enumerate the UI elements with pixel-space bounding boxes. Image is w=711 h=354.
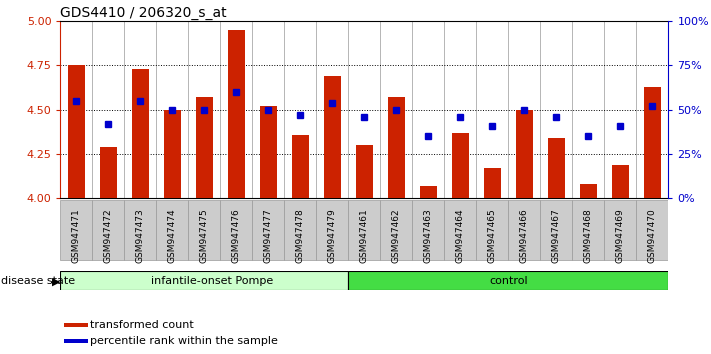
Bar xyxy=(124,200,156,260)
Bar xyxy=(164,110,181,198)
Bar xyxy=(156,200,188,260)
Text: GSM947463: GSM947463 xyxy=(424,209,433,263)
Text: GSM947473: GSM947473 xyxy=(136,209,145,263)
Bar xyxy=(412,200,444,260)
Bar xyxy=(64,339,88,343)
Bar xyxy=(515,110,533,198)
Text: GSM947468: GSM947468 xyxy=(584,209,593,263)
Bar xyxy=(604,200,636,260)
Bar xyxy=(579,184,597,198)
Bar xyxy=(419,186,437,198)
Bar xyxy=(132,69,149,198)
Bar xyxy=(68,65,85,198)
Bar xyxy=(476,200,508,260)
Bar xyxy=(356,145,373,198)
Text: GSM947471: GSM947471 xyxy=(72,209,81,263)
Bar xyxy=(348,200,380,260)
Text: GSM947469: GSM947469 xyxy=(616,209,625,263)
Text: GSM947476: GSM947476 xyxy=(232,209,241,263)
Bar xyxy=(380,200,412,260)
Bar xyxy=(540,200,572,260)
Text: disease state: disease state xyxy=(1,276,75,286)
Bar xyxy=(547,138,565,198)
Text: GSM947478: GSM947478 xyxy=(296,209,305,263)
Text: GSM947470: GSM947470 xyxy=(648,209,657,263)
Text: GDS4410 / 206320_s_at: GDS4410 / 206320_s_at xyxy=(60,6,227,20)
Bar xyxy=(324,76,341,198)
Text: GSM947475: GSM947475 xyxy=(200,209,209,263)
Bar xyxy=(572,200,604,260)
Bar xyxy=(387,97,405,198)
Text: GSM947479: GSM947479 xyxy=(328,209,337,263)
Bar xyxy=(508,200,540,260)
Bar xyxy=(483,168,501,198)
Bar xyxy=(348,271,668,290)
Bar xyxy=(64,323,88,327)
Text: GSM947462: GSM947462 xyxy=(392,209,401,263)
Text: GSM947466: GSM947466 xyxy=(520,209,529,263)
Bar xyxy=(611,165,629,198)
Bar xyxy=(228,30,245,198)
Text: control: control xyxy=(489,275,528,286)
Text: GSM947465: GSM947465 xyxy=(488,209,497,263)
Bar xyxy=(60,271,348,290)
Bar xyxy=(316,200,348,260)
Bar xyxy=(292,135,309,198)
Text: percentile rank within the sample: percentile rank within the sample xyxy=(90,336,278,346)
Text: GSM947472: GSM947472 xyxy=(104,209,113,263)
Bar xyxy=(252,200,284,260)
Bar xyxy=(188,200,220,260)
Bar xyxy=(260,106,277,198)
Bar xyxy=(643,87,661,198)
Text: transformed count: transformed count xyxy=(90,320,194,330)
Bar xyxy=(100,147,117,198)
Text: infantile-onset Pompe: infantile-onset Pompe xyxy=(151,275,274,286)
Bar xyxy=(196,97,213,198)
Text: GSM947464: GSM947464 xyxy=(456,209,465,263)
Text: GSM947474: GSM947474 xyxy=(168,209,177,263)
Text: GSM947461: GSM947461 xyxy=(360,209,369,263)
Bar xyxy=(451,133,469,198)
Text: GSM947467: GSM947467 xyxy=(552,209,561,263)
Text: GSM947477: GSM947477 xyxy=(264,209,273,263)
Bar xyxy=(60,200,92,260)
Bar xyxy=(284,200,316,260)
Text: ▶: ▶ xyxy=(52,276,60,286)
Bar xyxy=(444,200,476,260)
Bar xyxy=(220,200,252,260)
Bar xyxy=(636,200,668,260)
Bar xyxy=(92,200,124,260)
